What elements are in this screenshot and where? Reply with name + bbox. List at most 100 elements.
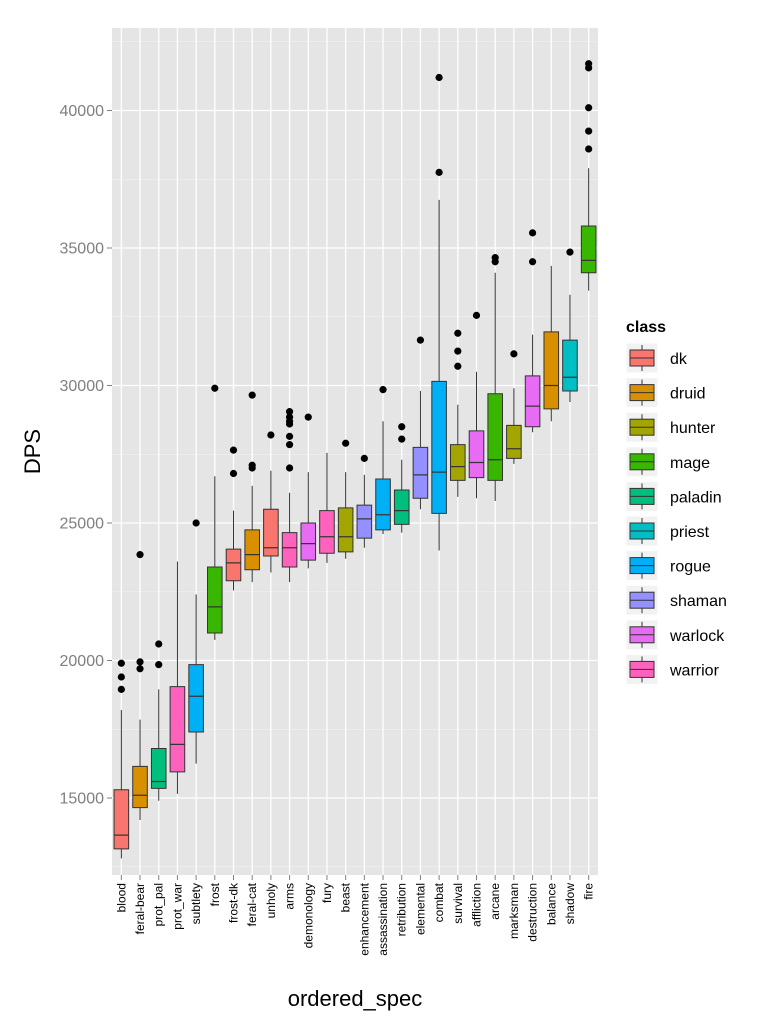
box-arms xyxy=(281,408,298,583)
outlier-point xyxy=(304,413,312,421)
legend-item-priest: priest xyxy=(625,515,710,547)
y-tick-label: 20000 xyxy=(60,653,105,670)
legend-label: warrior xyxy=(669,662,720,679)
x-tick-label: balance xyxy=(544,883,558,925)
legend-item-hunter: hunter xyxy=(625,411,716,443)
outlier-point xyxy=(117,685,125,693)
outlier-point xyxy=(585,104,593,112)
box-enhancement xyxy=(356,454,373,548)
legend-label: dk xyxy=(670,351,688,368)
legend-label: paladin xyxy=(670,489,722,506)
outlier-point xyxy=(454,329,462,337)
box-body xyxy=(393,489,410,525)
box-frost-dk xyxy=(225,446,242,591)
box-body xyxy=(356,504,373,539)
outlier-point xyxy=(285,464,294,472)
x-tick-label: marksman xyxy=(507,883,521,939)
box-fury xyxy=(319,452,335,563)
box-body xyxy=(225,548,242,582)
outlier-point xyxy=(528,229,537,237)
outlier-point xyxy=(248,461,256,469)
outlier-point xyxy=(285,441,294,449)
outlier-point xyxy=(435,73,443,82)
legend-title: class xyxy=(626,319,666,336)
box-body xyxy=(487,393,503,481)
box-retribution xyxy=(393,423,410,533)
legend-item-dk: dk xyxy=(625,342,688,374)
box-body xyxy=(412,446,429,499)
box-body xyxy=(431,380,447,514)
box-arcane xyxy=(487,254,503,501)
outlier-point xyxy=(398,435,406,443)
box-feral-bear xyxy=(132,551,148,820)
legend-item-druid: druid xyxy=(625,377,706,409)
outlier-point xyxy=(454,347,462,355)
outlier-point xyxy=(229,446,238,454)
x-tick-label: combat xyxy=(432,882,446,922)
x-tick-label: unholy xyxy=(264,883,278,918)
x-tick-label: blood xyxy=(114,883,128,912)
x-tick-label: shadow xyxy=(563,883,577,925)
outlier-point xyxy=(136,658,144,666)
box-survival xyxy=(450,329,466,497)
outlier-point xyxy=(248,391,256,399)
box-body xyxy=(281,532,298,568)
x-tick-label: fury xyxy=(320,883,334,903)
box-prot_war xyxy=(169,561,186,794)
outlier-point xyxy=(585,127,593,135)
outlier-point xyxy=(566,248,574,256)
legend-label: warlock xyxy=(669,628,725,645)
outlier-point xyxy=(360,454,368,462)
box-body xyxy=(244,529,260,571)
y-tick-label: 40000 xyxy=(60,103,105,120)
legend-item-warrior: warrior xyxy=(625,653,720,685)
box-prot_pal xyxy=(150,640,167,801)
outlier-point xyxy=(379,386,387,394)
legend-label: hunter xyxy=(670,420,716,437)
box-body xyxy=(263,508,279,557)
y-axis: 15000 20000 25000 30000 35000 40000 xyxy=(60,103,112,808)
legend-label: mage xyxy=(670,455,710,472)
outlier-point xyxy=(229,469,238,478)
x-axis-title: ordered_spec xyxy=(288,986,423,1011)
x-tick-label: feral-cat xyxy=(245,882,259,926)
box-balance xyxy=(543,265,560,422)
box-body xyxy=(543,331,560,410)
outlier-point xyxy=(267,431,275,439)
y-tick-label: 30000 xyxy=(60,378,105,395)
outlier-point xyxy=(192,519,200,527)
x-tick-label: frost xyxy=(208,882,222,906)
box-body xyxy=(337,507,354,553)
boxes-layer xyxy=(113,60,597,859)
outlier-point xyxy=(155,661,163,669)
box-body xyxy=(506,424,522,459)
box-blood xyxy=(113,659,130,859)
x-tick-label: enhancement xyxy=(357,882,371,955)
box-body xyxy=(524,375,541,428)
outlier-point xyxy=(454,362,462,370)
box-body xyxy=(562,339,578,392)
outlier-point xyxy=(510,350,518,358)
box-assassination xyxy=(375,386,391,534)
box-destruction xyxy=(524,229,541,433)
legend-item-warlock: warlock xyxy=(625,619,725,651)
box-shadow xyxy=(562,248,578,402)
legend-item-paladin: paladin xyxy=(625,480,722,512)
box-fire xyxy=(580,60,597,291)
box-body xyxy=(150,748,167,789)
box-body xyxy=(188,664,204,733)
box-affliction xyxy=(468,311,485,499)
legend-item-mage: mage xyxy=(625,446,710,478)
outlier-point xyxy=(136,665,144,673)
x-tick-label: arcane xyxy=(488,883,502,920)
x-tick-label: demonology xyxy=(301,883,315,948)
box-unholy xyxy=(263,431,279,573)
legend-item-shaman: shaman xyxy=(625,584,727,616)
outlier-point xyxy=(136,551,144,559)
x-tick-label: affliction xyxy=(470,883,484,927)
box-elemental xyxy=(412,336,429,510)
outlier-point xyxy=(117,659,125,667)
box-feral-cat xyxy=(244,391,260,583)
box-body xyxy=(580,225,597,274)
